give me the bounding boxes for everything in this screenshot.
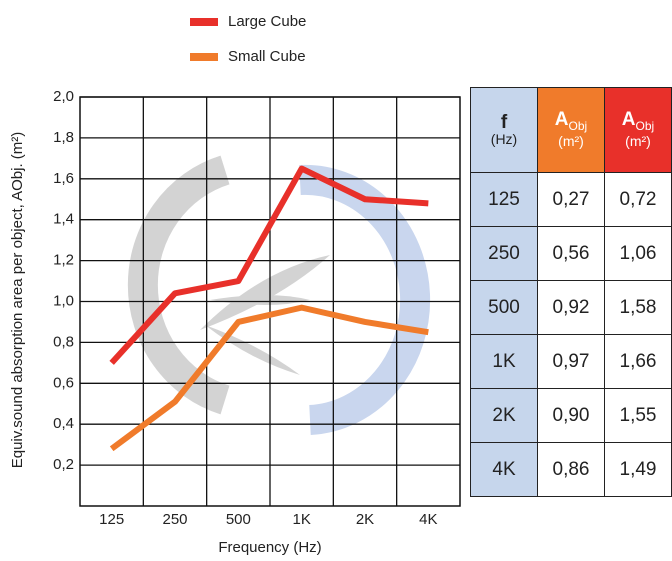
table-cell: 1,49 — [604, 442, 672, 497]
table-cell: 4K — [470, 442, 538, 497]
y-tick-label: 1,2 — [53, 252, 74, 269]
header-cell: f (Hz) — [470, 87, 538, 173]
data-table: f (Hz) AObj (m²) AObj (m²) 125 0,27 0,72 250 0,56 1… — [470, 87, 672, 497]
chart: Frequency (Hz) Equiv.sound absorption ar… — [9, 13, 461, 556]
table-row: 1K 0,97 1,66 — [470, 334, 672, 389]
table-row: 4K 0,86 1,49 — [470, 442, 672, 497]
table-row: 2K 0,90 1,55 — [470, 388, 672, 443]
y-tick-label: 0,2 — [53, 456, 74, 473]
table-cell: 0,92 — [537, 280, 605, 335]
table-cell: 1,06 — [604, 226, 672, 281]
header-unit: (Hz) — [490, 130, 518, 147]
legend-label: Small Cube — [228, 48, 306, 65]
legend-label: Large Cube — [228, 13, 306, 30]
x-tick-label: 500 — [226, 511, 251, 528]
table-cell: 2K — [470, 388, 538, 443]
table-cell: 0,97 — [537, 334, 605, 389]
table-cell: 0,86 — [537, 442, 605, 497]
header-unit: (m²) — [625, 133, 651, 150]
header-symbol: f — [500, 111, 508, 133]
table-cell: 1,55 — [604, 388, 672, 443]
header-main: AObj — [538, 108, 604, 135]
table-cell: 1K — [470, 334, 538, 389]
x-tick-label: 4K — [419, 511, 437, 528]
y-tick-label: 1,8 — [53, 129, 74, 146]
x-tick-label: 125 — [99, 511, 124, 528]
x-tick-label: 2K — [356, 511, 374, 528]
header-subscript: Obj — [635, 118, 655, 133]
table-cell: 1,58 — [604, 280, 672, 335]
series-line — [109, 304, 429, 452]
table-cell: 0,72 — [604, 172, 672, 227]
x-tick-label: 250 — [162, 511, 187, 528]
y-tick-label: 0,6 — [53, 374, 74, 391]
y-tick-label: 1,0 — [53, 292, 74, 309]
y-tick-label: 1,6 — [53, 170, 74, 187]
table-row: 125 0,27 0,72 — [470, 172, 672, 227]
header-unit: (m²) — [558, 133, 584, 150]
table-row: 250 0,56 1,06 — [470, 226, 672, 281]
x-tick-label: 1K — [292, 511, 310, 528]
header-row: f (Hz) AObj (m²) AObj (m²) — [470, 87, 672, 173]
y-tick-label: 0,8 — [53, 333, 74, 350]
y-axis-title: Equiv.sound absorption area per object, … — [9, 132, 26, 469]
series-line — [109, 165, 429, 365]
table-cell: 500 — [470, 280, 538, 335]
header-cell: AObj (m²) — [604, 87, 672, 173]
header-main: f — [471, 111, 537, 133]
table-cell: 1,66 — [604, 334, 672, 389]
table-cell: 0,56 — [537, 226, 605, 281]
table-cell: 125 — [470, 172, 538, 227]
table-cell: 250 — [470, 226, 538, 281]
table-row: 500 0,92 1,58 — [470, 280, 672, 335]
y-tick-label: 1,4 — [53, 211, 74, 228]
table-cell: 0,90 — [537, 388, 605, 443]
header-symbol: A — [621, 108, 636, 130]
header-subscript: Obj — [568, 118, 588, 133]
header-cell: AObj (m²) — [537, 87, 605, 173]
y-tick-label: 0,4 — [53, 415, 74, 432]
table-cell: 0,27 — [537, 172, 605, 227]
x-axis-title: Frequency (Hz) — [218, 539, 321, 556]
header-main: AObj — [605, 108, 671, 135]
y-tick-label: 2,0 — [53, 88, 74, 105]
header-symbol: A — [554, 108, 569, 130]
